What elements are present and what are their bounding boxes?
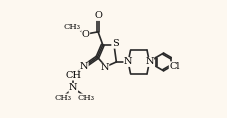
Text: CH: CH (65, 71, 81, 80)
Text: CH₃: CH₃ (63, 23, 80, 31)
Text: O: O (94, 11, 101, 20)
Text: N: N (69, 83, 77, 92)
Text: O: O (81, 30, 89, 39)
Text: N: N (79, 62, 88, 71)
Text: CH₃: CH₃ (54, 94, 72, 102)
Text: Cl: Cl (168, 62, 179, 71)
Text: N: N (100, 63, 108, 72)
Text: N: N (123, 57, 132, 66)
Text: S: S (111, 39, 118, 48)
Text: N: N (145, 57, 153, 66)
Text: CH₃: CH₃ (77, 94, 94, 102)
